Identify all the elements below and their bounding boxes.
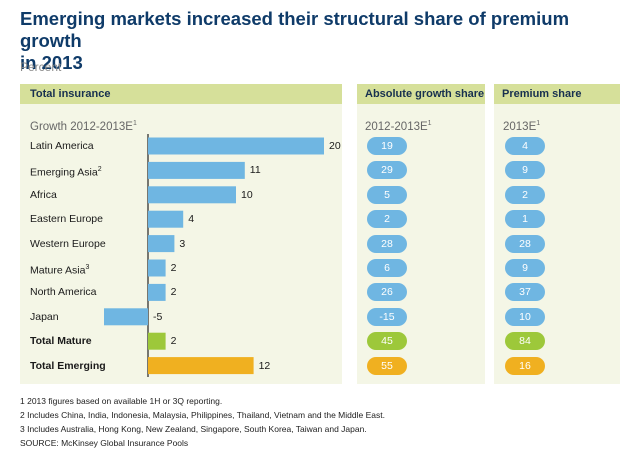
row-label-text: Total Emerging [30, 359, 106, 372]
growth-subheader-text: Growth 2012-2013E [30, 120, 133, 133]
growth-bar [148, 137, 324, 155]
growth-value-label: 20 [329, 140, 341, 152]
premium-share-badge: 1 [505, 210, 545, 229]
row-label-text: Total Mature [30, 335, 92, 348]
absolute-growth-header: Absolute growth share [357, 84, 485, 104]
row-label-footnote-mark: 3 [85, 264, 90, 271]
growth-value-label: 2 [170, 262, 177, 274]
title-line-2: in 2013 [20, 52, 83, 73]
growth-bar [148, 259, 166, 277]
growth-bar [148, 357, 254, 375]
footnote-1: 1 2013 figures based on available 1H or … [20, 396, 223, 406]
unit-subtitle: Percent [20, 60, 62, 74]
growth-subheader: Growth 2012-2013E1 [30, 120, 137, 133]
abs-growth-subheader: 2012-2013E1 [365, 120, 432, 133]
row-label: Total Emerging [30, 359, 106, 373]
growth-bar [104, 308, 148, 326]
row-label: Mature Asia3 [30, 261, 89, 278]
row-label: Eastern Europe [30, 212, 103, 226]
growth-value-label: 11 [249, 164, 261, 177]
premium-share-badge: 4 [505, 137, 545, 155]
growth-value-label: 3 [179, 237, 186, 250]
row-label-text: Eastern Europe [30, 213, 103, 226]
row-label: Emerging Asia2 [30, 163, 102, 180]
growth-bar [148, 283, 166, 301]
row-label-text: Africa [30, 188, 57, 201]
total-insurance-panel [20, 84, 342, 384]
premium-share-header: Premium share [494, 84, 620, 104]
footnote-3: 3 Includes Australia, Hong Kong, New Zea… [20, 424, 367, 434]
absolute-growth-share-badge: 55 [367, 356, 407, 375]
growth-value-label: 2 [170, 286, 177, 299]
absolute-growth-share-badge: 28 [367, 234, 407, 253]
absolute-growth-share-badge: 6 [367, 259, 407, 277]
growth-value-label: -5 [153, 310, 163, 323]
chart-title: Emerging markets increased their structu… [20, 8, 620, 74]
growth-bar [148, 210, 184, 228]
absolute-growth-share-badge: 29 [367, 161, 407, 180]
premium-share-badge: 9 [505, 259, 545, 277]
premium-share-subheader: 2013E1 [503, 120, 540, 133]
row-label-footnote-mark: 2 [97, 166, 102, 174]
growth-value-label: 10 [241, 188, 253, 201]
growth-bar-chart [104, 134, 324, 377]
row-label-text: North America [30, 286, 97, 299]
row-label: Western Europe [30, 237, 106, 251]
row-label: Total Mature [30, 334, 92, 348]
absolute-growth-share-badge: -15 [367, 307, 407, 326]
abs-growth-subheader-sup: 1 [427, 120, 432, 127]
growth-bar [148, 161, 245, 179]
growth-bar [148, 186, 236, 204]
premium-share-badge: 10 [505, 307, 545, 326]
row-label: Japan [30, 310, 59, 324]
title-line-1: Emerging markets increased their structu… [20, 8, 570, 51]
premium-share-badge: 16 [505, 356, 545, 375]
absolute-growth-share-badge: 19 [367, 137, 407, 155]
row-label-text: Emerging Asia [30, 166, 98, 179]
row-label-text: Latin America [30, 140, 94, 152]
row-label: North America [30, 285, 97, 299]
growth-bar [148, 235, 175, 253]
growth-bar [148, 332, 166, 350]
row-label-text: Western Europe [30, 237, 106, 250]
row-label: Latin America [30, 139, 94, 153]
row-label: Africa [30, 188, 57, 202]
growth-value-label: 2 [170, 335, 177, 348]
premium-share-badge: 2 [505, 185, 545, 204]
absolute-growth-share-badge: 26 [367, 283, 407, 302]
row-label-text: Mature Asia [30, 264, 86, 277]
growth-subheader-sup: 1 [132, 120, 137, 127]
absolute-growth-share-badge: 45 [367, 332, 407, 351]
premium-share-badge: 28 [505, 234, 545, 253]
abs-growth-subheader-text: 2012-2013E [365, 120, 428, 133]
premium-share-subheader-sup: 1 [536, 120, 541, 127]
growth-value-label: 12 [258, 359, 271, 372]
premium-share-badge: 84 [505, 332, 545, 351]
footnote-2: 2 Includes China, India, Indonesia, Mala… [20, 410, 385, 420]
row-label-text: Japan [30, 310, 59, 323]
growth-value-label: 4 [188, 213, 195, 226]
absolute-growth-share-badge: 5 [367, 185, 407, 204]
premium-share-badge: 9 [505, 161, 545, 180]
premium-share-subheader-text: 2013E [503, 120, 537, 133]
premium-share-badge: 37 [505, 283, 545, 302]
total-insurance-header: Total insurance [20, 84, 342, 104]
absolute-growth-share-badge: 2 [367, 210, 407, 229]
